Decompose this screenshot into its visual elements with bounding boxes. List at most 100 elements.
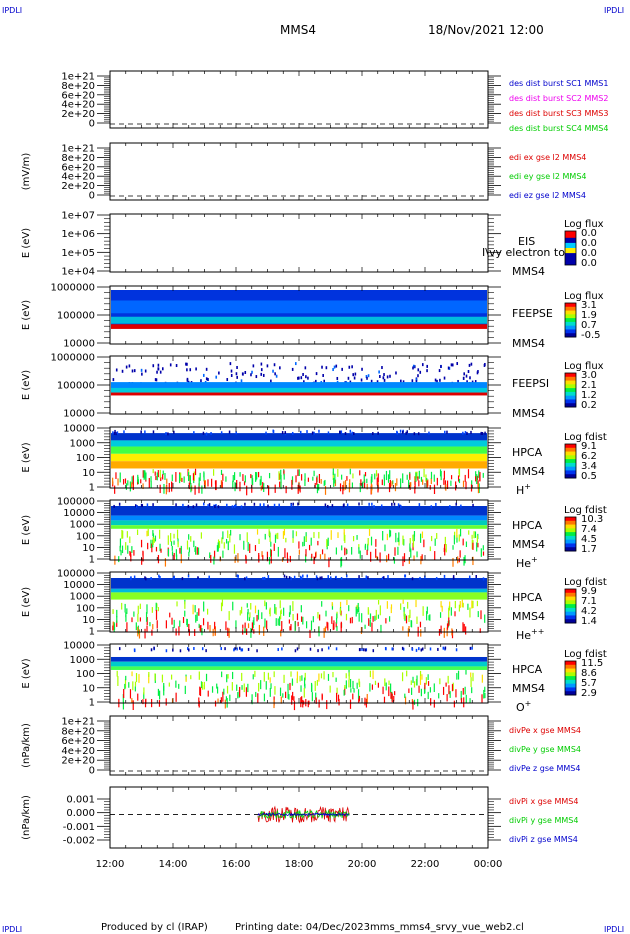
spectrogram-speck xyxy=(422,479,424,485)
spectrogram-speck xyxy=(425,474,427,482)
spectrogram-speck xyxy=(319,554,322,560)
spectrogram-speck xyxy=(344,687,346,695)
spectrogram-speck xyxy=(442,646,445,650)
spectrogram-speck xyxy=(244,622,246,633)
spectrogram-speck xyxy=(180,554,182,564)
y-tick-label: 10000 xyxy=(63,641,95,652)
spectrogram-speck xyxy=(279,481,281,488)
spectrogram-speck xyxy=(184,685,186,695)
spectrogram-speck xyxy=(165,485,167,495)
spectrogram-speck xyxy=(156,472,158,481)
spectrogram-speck xyxy=(358,612,360,622)
spectrogram-speck xyxy=(459,528,462,537)
colorbar-fill xyxy=(565,539,576,544)
spectrogram-speck xyxy=(400,379,402,383)
spectrogram-speck xyxy=(320,478,322,484)
spectrogram-speck xyxy=(476,600,479,607)
spectrogram-speck xyxy=(376,380,379,384)
colorbar-fill xyxy=(565,535,576,541)
spectrogram-speck xyxy=(402,626,404,631)
spectrogram-speck xyxy=(118,556,120,563)
spectrogram-speck xyxy=(211,686,214,693)
y-tick-label: 100000 xyxy=(57,311,95,322)
spectrogram-speck xyxy=(142,699,144,705)
colorbar-value: 8.6 xyxy=(581,668,597,679)
spectrogram-speck xyxy=(439,678,441,685)
spectrogram-speck xyxy=(398,539,400,546)
spectrogram-speck xyxy=(143,687,145,695)
spectrogram-speck xyxy=(159,529,161,539)
spectrogram-speck xyxy=(292,530,294,539)
spectrogram-speck xyxy=(267,672,270,680)
spectrogram-speck xyxy=(460,690,462,701)
colorbar-value: 1.4 xyxy=(581,616,597,627)
spectrogram-speck xyxy=(337,469,339,477)
spectrogram-speck xyxy=(453,535,456,545)
panel-frame xyxy=(109,70,489,129)
spectrogram-speck xyxy=(246,532,248,543)
y-tick-label: 4e+20 xyxy=(61,172,95,183)
spectrogram-speck xyxy=(239,472,241,477)
spectrogram-speck xyxy=(467,370,470,374)
spectrogram-speck xyxy=(145,612,148,622)
spectrogram-speck xyxy=(469,698,471,704)
spectrogram-speck xyxy=(414,485,416,494)
spectrogram-speck xyxy=(130,554,132,562)
spectrogram-speck xyxy=(218,371,220,375)
spectrogram-speck xyxy=(270,549,272,556)
spectrogram-speck xyxy=(348,365,351,369)
spectrogram-speck xyxy=(287,683,289,692)
y-tick-label: -0.001 xyxy=(63,822,95,833)
spectrogram-speck xyxy=(131,369,134,373)
spectrogram-speck xyxy=(245,687,248,697)
spectrogram-speck xyxy=(367,607,369,615)
spectrogram-speck xyxy=(280,609,282,614)
spectrogram-speck xyxy=(479,474,481,482)
spectrogram-speck xyxy=(259,503,262,507)
spectrogram-speck xyxy=(473,531,475,539)
spectrogram-speck xyxy=(275,374,278,378)
colorbar-fill xyxy=(565,668,576,673)
spectrogram-speck xyxy=(195,367,197,371)
colorbar-value: 1.7 xyxy=(581,544,597,555)
spectrogram-speck xyxy=(256,529,259,535)
spectrogram-speck xyxy=(355,606,357,617)
spectrogram-speck xyxy=(331,616,333,624)
spectrogram-speck xyxy=(226,674,228,683)
spectrogram-speck xyxy=(273,671,275,678)
spectrogram-speck xyxy=(153,646,155,650)
spectrogram-speck xyxy=(391,502,393,506)
spectrogram-speck xyxy=(322,373,324,377)
y-tick-label: 0.001 xyxy=(66,795,95,806)
colorbar-value: -0.5 xyxy=(581,330,601,341)
spectrogram-speck xyxy=(173,533,175,539)
spectrogram-speck xyxy=(470,362,473,366)
spectrogram-speck xyxy=(295,531,298,537)
spacecraft-label: MMS4 xyxy=(512,265,545,278)
spectrogram-speck xyxy=(132,475,134,485)
spectrogram-speck xyxy=(279,687,282,697)
spectrogram-speck xyxy=(483,689,485,699)
spectrogram-speck xyxy=(424,682,426,690)
spectrogram-speck xyxy=(132,700,134,711)
instrument-label: HPCA xyxy=(512,591,543,604)
spectrogram-speck xyxy=(269,687,271,697)
spectrogram-speck xyxy=(370,551,372,562)
spectrogram-speck xyxy=(119,545,121,552)
spectrogram-speck xyxy=(377,484,379,493)
spectrogram-speck xyxy=(250,627,252,638)
spectrogram-speck xyxy=(141,372,143,376)
spectrogram-speck xyxy=(197,547,200,555)
spectrogram-speck xyxy=(437,647,439,651)
colorbar-fill xyxy=(565,528,576,533)
spectrogram-speck xyxy=(429,614,431,621)
spectrogram-band xyxy=(111,433,487,441)
spectrogram-speck xyxy=(361,647,363,651)
spectrogram-speck xyxy=(241,606,243,614)
spectrogram-speck xyxy=(427,681,430,686)
y-tick-label: 100000 xyxy=(57,381,95,392)
spectrogram-speck xyxy=(408,557,410,564)
spectrogram-speck xyxy=(150,648,153,652)
spectrogram-speck xyxy=(336,625,338,631)
colorbar-fill xyxy=(565,321,576,327)
